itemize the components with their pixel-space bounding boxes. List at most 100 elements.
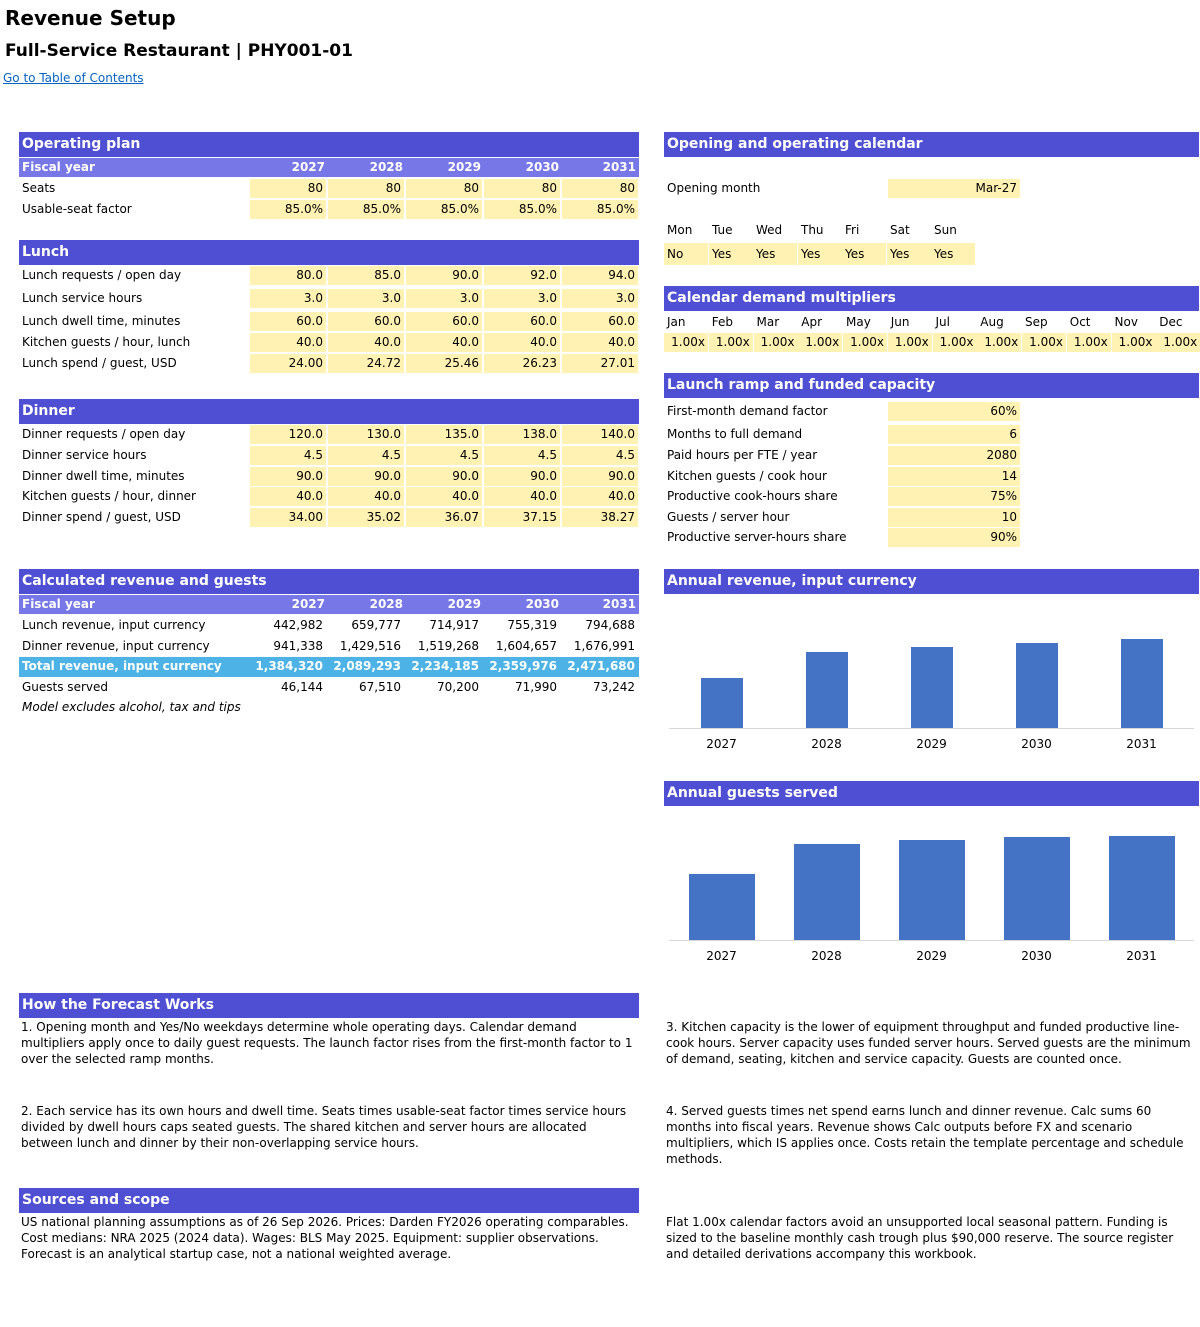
dinner-row-value[interactable]: 90.0 xyxy=(250,467,326,486)
lunch-row-value[interactable]: 27.01 xyxy=(562,354,638,373)
ramp-row-input[interactable]: 6 xyxy=(888,425,1020,444)
month-multiplier-input[interactable]: 1.00x xyxy=(1066,333,1111,352)
dinner-row-value[interactable]: 4.5 xyxy=(562,446,638,465)
lunch-row-value[interactable]: 60.0 xyxy=(484,312,560,331)
dinner-row-value[interactable]: 4.5 xyxy=(406,446,482,465)
dinner-row-value[interactable]: 37.15 xyxy=(484,508,560,527)
ramp-row-input[interactable]: 90% xyxy=(888,528,1020,547)
dinner-row-value[interactable]: 40.0 xyxy=(484,487,560,506)
dinner-row-value[interactable]: 40.0 xyxy=(562,487,638,506)
weekday-open-input[interactable]: Yes xyxy=(887,243,931,265)
weekday-open-input[interactable]: Yes xyxy=(842,243,886,265)
dinner-row-value[interactable]: 140.0 xyxy=(562,425,638,444)
weekday-open-input[interactable]: No xyxy=(664,243,708,265)
operating-plan-row-value[interactable]: 85.0% xyxy=(562,200,638,219)
month-multiplier-input[interactable]: 1.00x xyxy=(932,333,977,352)
dinner-row-value[interactable]: 90.0 xyxy=(484,467,560,486)
weekday-open-input[interactable]: Yes xyxy=(798,243,842,265)
dinner-row-value[interactable]: 40.0 xyxy=(406,487,482,506)
dinner-row-value[interactable]: 90.0 xyxy=(562,467,638,486)
dinner-row-value[interactable]: 34.00 xyxy=(250,508,326,527)
ramp-row-input[interactable]: 2080 xyxy=(888,446,1020,465)
sources-paragraph-1: US national planning assumptions as of 2… xyxy=(21,1215,629,1261)
lunch-row-value[interactable]: 3.0 xyxy=(562,289,638,308)
ramp-row-input[interactable]: 75% xyxy=(888,487,1020,506)
dinner-row-value[interactable]: 130.0 xyxy=(328,425,404,444)
ramp-row-label: Months to full demand xyxy=(667,427,803,441)
bar-2029 xyxy=(910,647,953,728)
month-label: Mar xyxy=(756,315,780,329)
lunch-row-value[interactable]: 3.0 xyxy=(406,289,482,308)
lunch-row-value[interactable]: 24.72 xyxy=(328,354,404,373)
lunch-row-value[interactable]: 40.0 xyxy=(328,333,404,352)
guests-served-row-value: 70,200 xyxy=(437,680,479,694)
month-multiplier-input[interactable]: 1.00x xyxy=(843,333,887,352)
dinner-row-value[interactable]: 4.5 xyxy=(484,446,560,465)
dinner-row-value[interactable]: 135.0 xyxy=(406,425,482,444)
lunch-row-value[interactable]: 3.0 xyxy=(328,289,404,308)
dinner-row-value[interactable]: 4.5 xyxy=(250,446,326,465)
month-multiplier-input[interactable]: 1.00x xyxy=(1022,333,1066,352)
month-multiplier-input[interactable]: 1.00x xyxy=(977,333,1022,352)
lunch-row-value[interactable]: 40.0 xyxy=(250,333,326,352)
weekday-open-input[interactable]: Yes xyxy=(753,243,797,265)
lunch-row-value[interactable]: 40.0 xyxy=(484,333,560,352)
month-multiplier-input[interactable]: 1.00x xyxy=(887,333,932,352)
operating-plan-row-value[interactable]: 80 xyxy=(562,179,638,198)
dinner-row-value[interactable]: 38.27 xyxy=(562,508,638,527)
dinner-row-value[interactable]: 35.02 xyxy=(328,508,404,527)
lunch-row-value[interactable]: 85.0 xyxy=(328,266,404,285)
operating-plan-row-value[interactable]: 80 xyxy=(250,179,326,198)
ramp-header: Launch ramp and funded capacity xyxy=(664,373,1199,398)
ramp-row-input[interactable]: 60% xyxy=(888,402,1020,421)
operating-plan-row-value[interactable]: 80 xyxy=(328,179,404,198)
bar-2027 xyxy=(700,677,743,728)
ramp-row-input[interactable]: 10 xyxy=(888,508,1020,527)
lunch-row-value[interactable]: 80.0 xyxy=(250,266,326,285)
month-multiplier-input[interactable]: 1.00x xyxy=(664,333,708,352)
lunch-row-value[interactable]: 24.00 xyxy=(250,354,326,373)
lunch-row-value[interactable]: 94.0 xyxy=(562,266,638,285)
operating-plan-row-value[interactable]: 85.0% xyxy=(250,200,326,219)
dinner-row-value[interactable]: 90.0 xyxy=(406,467,482,486)
weekday-open-input[interactable]: Yes xyxy=(709,243,753,265)
dinner-row-value[interactable]: 40.0 xyxy=(328,487,404,506)
operating-plan-row-value[interactable]: 85.0% xyxy=(406,200,482,219)
dinner-row-value[interactable]: 120.0 xyxy=(250,425,326,444)
table-of-contents-link[interactable]: Go to Table of Contents xyxy=(3,71,144,85)
operating-plan-row-value[interactable]: 85.0% xyxy=(328,200,404,219)
lunch-row-value[interactable]: 40.0 xyxy=(406,333,482,352)
operating-plan-row-value[interactable]: 85.0% xyxy=(484,200,560,219)
operating-plan-row-value[interactable]: 80 xyxy=(484,179,560,198)
lunch-row-value[interactable]: 60.0 xyxy=(406,312,482,331)
lunch-row-value[interactable]: 60.0 xyxy=(250,312,326,331)
lunch-row-value[interactable]: 60.0 xyxy=(562,312,638,331)
month-multiplier-input[interactable]: 1.00x xyxy=(708,333,753,352)
month-multiplier-input[interactable]: 1.00x xyxy=(798,333,843,352)
dinner-row-value[interactable]: 40.0 xyxy=(250,487,326,506)
lunch-row-value[interactable]: 90.0 xyxy=(406,266,482,285)
ramp-row-input[interactable]: 14 xyxy=(888,467,1020,486)
operating-plan-row-value[interactable]: 80 xyxy=(406,179,482,198)
month-multiplier-input[interactable]: 1.00x xyxy=(1111,333,1156,352)
lunch-row-value[interactable]: 26.23 xyxy=(484,354,560,373)
lunch-row-value[interactable]: 40.0 xyxy=(562,333,638,352)
dinner-row-value[interactable]: 90.0 xyxy=(328,467,404,486)
calendar-header: Opening and operating calendar xyxy=(664,132,1199,157)
lunch-row-value[interactable]: 25.46 xyxy=(406,354,482,373)
dinner-revenue-row-label: Dinner revenue, input currency xyxy=(22,639,210,653)
lunch-row-value[interactable]: 3.0 xyxy=(250,289,326,308)
weekday-label: Thu xyxy=(801,223,824,237)
year-header-2030: 2030 xyxy=(525,597,559,611)
dinner-row-value[interactable]: 138.0 xyxy=(484,425,560,444)
calculated-header: Calculated revenue and guests xyxy=(19,569,639,594)
month-multiplier-input[interactable]: 1.00x xyxy=(1156,333,1200,352)
month-multiplier-input[interactable]: 1.00x xyxy=(753,333,798,352)
opening-month-input[interactable]: Mar-27 xyxy=(888,179,1020,198)
lunch-row-value[interactable]: 92.0 xyxy=(484,266,560,285)
weekday-open-input[interactable]: Yes xyxy=(931,243,975,265)
dinner-row-value[interactable]: 4.5 xyxy=(328,446,404,465)
lunch-row-value[interactable]: 3.0 xyxy=(484,289,560,308)
dinner-row-value[interactable]: 36.07 xyxy=(406,508,482,527)
lunch-row-value[interactable]: 60.0 xyxy=(328,312,404,331)
